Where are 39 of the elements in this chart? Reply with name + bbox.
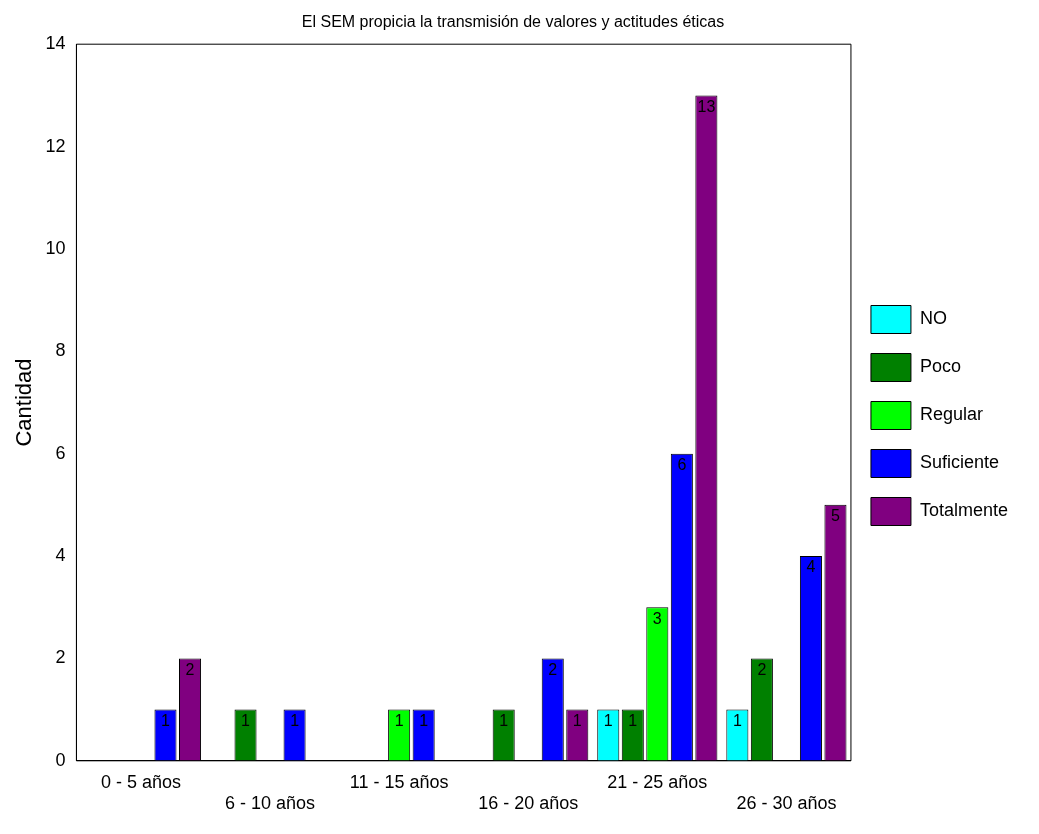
data-label: 2: [757, 660, 767, 678]
y-tick-label: 0: [55, 749, 66, 770]
x-tick-label: 16 - 20 años: [478, 793, 579, 814]
x-tick-label: 21 - 25 años: [607, 771, 708, 792]
y-axis-title: Cantidad: [11, 358, 37, 447]
y-tick-label: 12: [45, 135, 66, 156]
chart-title: El SEM propicia la transmisión de valores y actitudes éticas: [301, 13, 725, 31]
legend-label: Totalmente: [919, 500, 1009, 521]
y-tick-label: 14: [45, 33, 66, 54]
data-label: 3: [652, 609, 662, 627]
data-label: 2: [548, 660, 558, 678]
legend-label: Poco: [919, 356, 961, 377]
x-tick-label: 26 - 30 años: [736, 793, 837, 814]
data-label: 1: [161, 712, 171, 730]
y-tick-label: 8: [55, 340, 66, 361]
data-label: 1: [290, 712, 300, 730]
data-label: 5: [831, 507, 841, 525]
legend-label: Regular: [919, 404, 983, 425]
y-tick-label: 10: [45, 237, 66, 258]
data-label: 1: [732, 712, 742, 730]
y-tick-label: 4: [55, 545, 66, 566]
data-label: 4: [806, 558, 816, 576]
x-tick-label: 11 - 15 años: [349, 771, 449, 792]
data-label: 1: [499, 712, 509, 730]
data-label: 1: [394, 712, 404, 730]
data-label: 2: [185, 660, 195, 678]
y-tick-label: 2: [55, 647, 66, 668]
legend-label: NO: [919, 308, 947, 329]
data-label: 1: [419, 712, 429, 730]
x-tick-label: 0 - 5 años: [100, 771, 181, 792]
legend-label: Suficiente: [919, 452, 1000, 473]
data-label: 6: [677, 456, 687, 474]
data-label: 13: [697, 97, 716, 115]
data-label: 1: [241, 712, 251, 730]
data-label: 1: [572, 712, 582, 730]
data-label: 1: [603, 712, 613, 730]
x-tick-label: 6 - 10 años: [225, 793, 316, 814]
data-label: 1: [628, 712, 638, 730]
y-tick-label: 6: [55, 442, 66, 463]
